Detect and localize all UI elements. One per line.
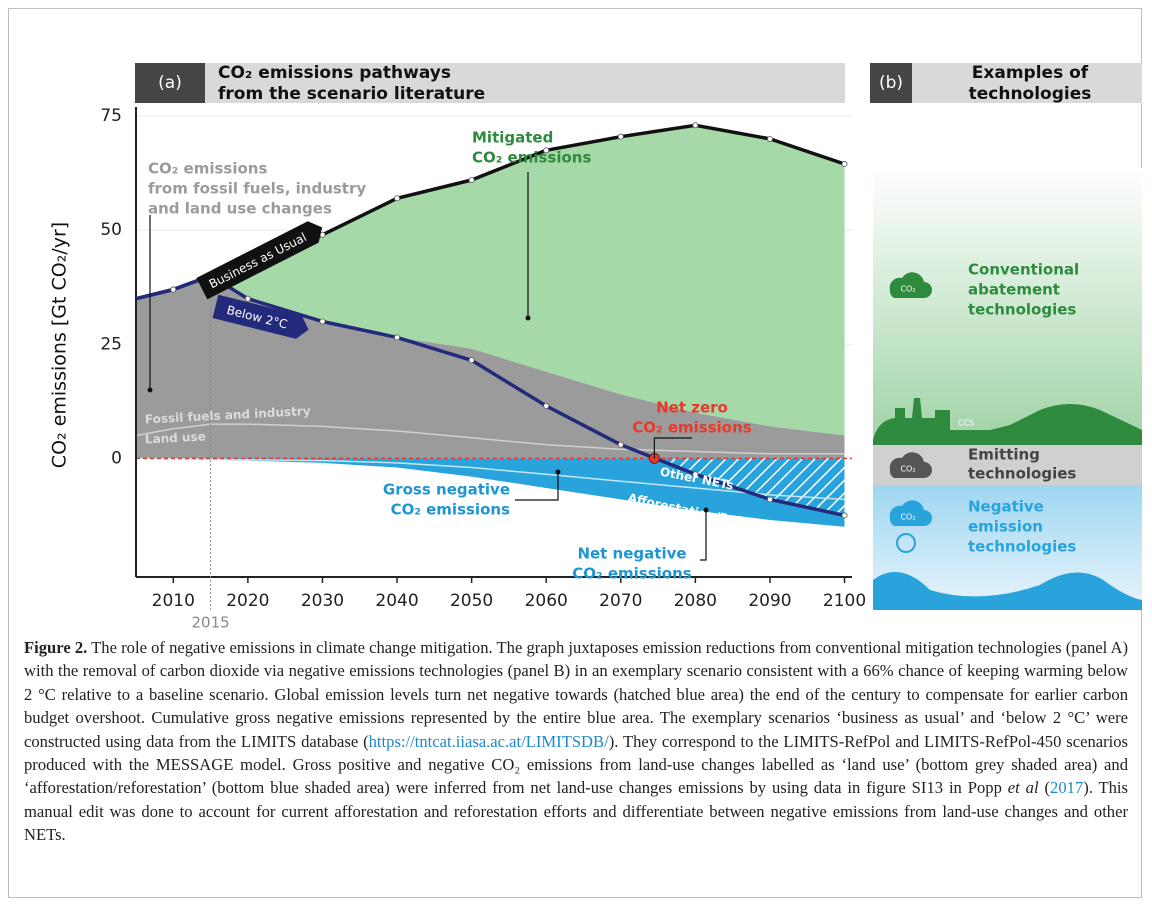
caption-italic: et al [1007,778,1039,798]
annotation-leader [700,510,707,561]
data-point [766,496,773,503]
zone-label: emission [968,518,1043,536]
data-point [468,357,475,364]
x-tick-label: 2090 [748,591,791,611]
annotation: Net negative [577,545,686,563]
mitigated-area [136,125,845,436]
zone-label: abatement [968,281,1060,299]
x-tick-label: 2070 [599,591,642,611]
emitting-plants-icon [873,398,1142,445]
chart-title: CO₂ emissions pathways [218,63,451,83]
annotation-dot [525,315,531,321]
data-point [617,441,624,448]
y-axis-label: CO₂ emissions [Gt CO₂/yr] [49,222,71,468]
data-point [543,147,550,154]
data-point [170,286,177,293]
tag-shape [196,221,323,300]
x-tick-label: 2060 [525,591,568,611]
caption-citation[interactable]: 2017 [1050,778,1084,798]
data-point [543,402,550,409]
negative-landscape-icon [873,572,1142,610]
caption-link[interactable]: https://tntcat.iiasa.ac.at/LIMITSDB/ [368,731,609,751]
cloud-icon [889,500,932,526]
icon-label: CO₂ [900,465,915,474]
y-tick-label: 50 [100,220,122,240]
area-label: Land use [145,429,207,446]
figure-caption: Figure 2. The role of negative emissions… [24,636,1128,847]
panel-label: (b) [879,73,903,93]
panel-title: technologies [969,84,1092,104]
x-tick-label: 2050 [450,591,493,611]
y-tick-label: 75 [100,106,122,126]
cloud-icon [889,272,932,298]
header-bar [135,63,845,103]
data-point [617,133,624,140]
annotation-dot [555,469,561,475]
annotation-dot [147,387,153,393]
data-point [841,161,848,168]
cloud-icon [889,452,932,478]
caption-text: ). This manual edit was done to account … [24,778,1128,845]
component-line [135,423,845,455]
annotation-dot [703,507,709,513]
data-point [841,512,848,519]
y-tick-label: 25 [100,334,122,354]
tag-shape [212,294,309,339]
ccs-label: CCS [958,419,974,428]
data-point [394,195,401,202]
x-tick-label: 2080 [674,591,717,611]
annotation: from fossil fuels, industry [148,180,366,198]
data-point [766,135,773,142]
annotation-leader [653,437,692,459]
icon-label: CO₂ [900,513,915,522]
x-tick-label: 2010 [152,591,195,611]
panel-title: Examples of [972,63,1089,83]
data-point [394,334,401,341]
gross-positive-area [136,275,845,459]
gross-negative-area [136,458,845,527]
chart-title: from the scenario literature [218,84,485,104]
reference-label: 2015 [191,614,229,631]
component-line [135,457,845,501]
zone-label: Negative [968,498,1044,516]
panel-label: (a) [158,73,182,93]
zone-label: technologies [968,538,1076,556]
data-point [244,295,251,302]
annotation: CO₂ emissions [632,419,751,437]
figure: (a) CO₂ emissions pathways from the scen… [49,63,1142,631]
annotation-leader [515,472,559,501]
annotation: Gross negative [383,481,510,499]
caption-text: ( [1038,778,1051,798]
x-tick-label: 2040 [375,591,418,611]
annotation: and land use changes [148,200,332,218]
zone-label: Emitting [968,446,1040,464]
annotation: CO₂ emissions [148,160,267,178]
x-tick-label: 2020 [226,591,269,611]
x-tick-label: 2030 [301,591,344,611]
annotation: CO₂ emissions [472,149,591,167]
zone-label: Conventional [968,261,1079,279]
header-label-box [135,63,205,103]
x-tick-label: 2100 [823,591,866,611]
y-tick-label: 0 [111,448,122,468]
annotation: CO₂ emissions [572,565,691,583]
annotation: Net zero [656,399,728,417]
caption-text: ). They correspond to the LIMITS-RefPol … [24,731,1128,798]
icon-label: CO₂ [900,285,915,294]
header-label-box [870,63,912,103]
header-bar [870,63,1142,103]
caption-label: Figure 2. [24,638,88,657]
zone-label: technologies [968,301,1076,319]
net-negative-hatch [654,458,845,516]
annotation: Mitigated [472,129,553,147]
zone-label: technologies [968,465,1076,483]
data-point [692,122,699,129]
data-point [692,471,699,478]
caption-text: The role of negative emissions in climat… [24,638,1128,751]
annotation: CO₂ emissions [391,501,510,519]
data-point [319,318,326,325]
data-point [468,177,475,184]
capture-icon [896,533,916,553]
